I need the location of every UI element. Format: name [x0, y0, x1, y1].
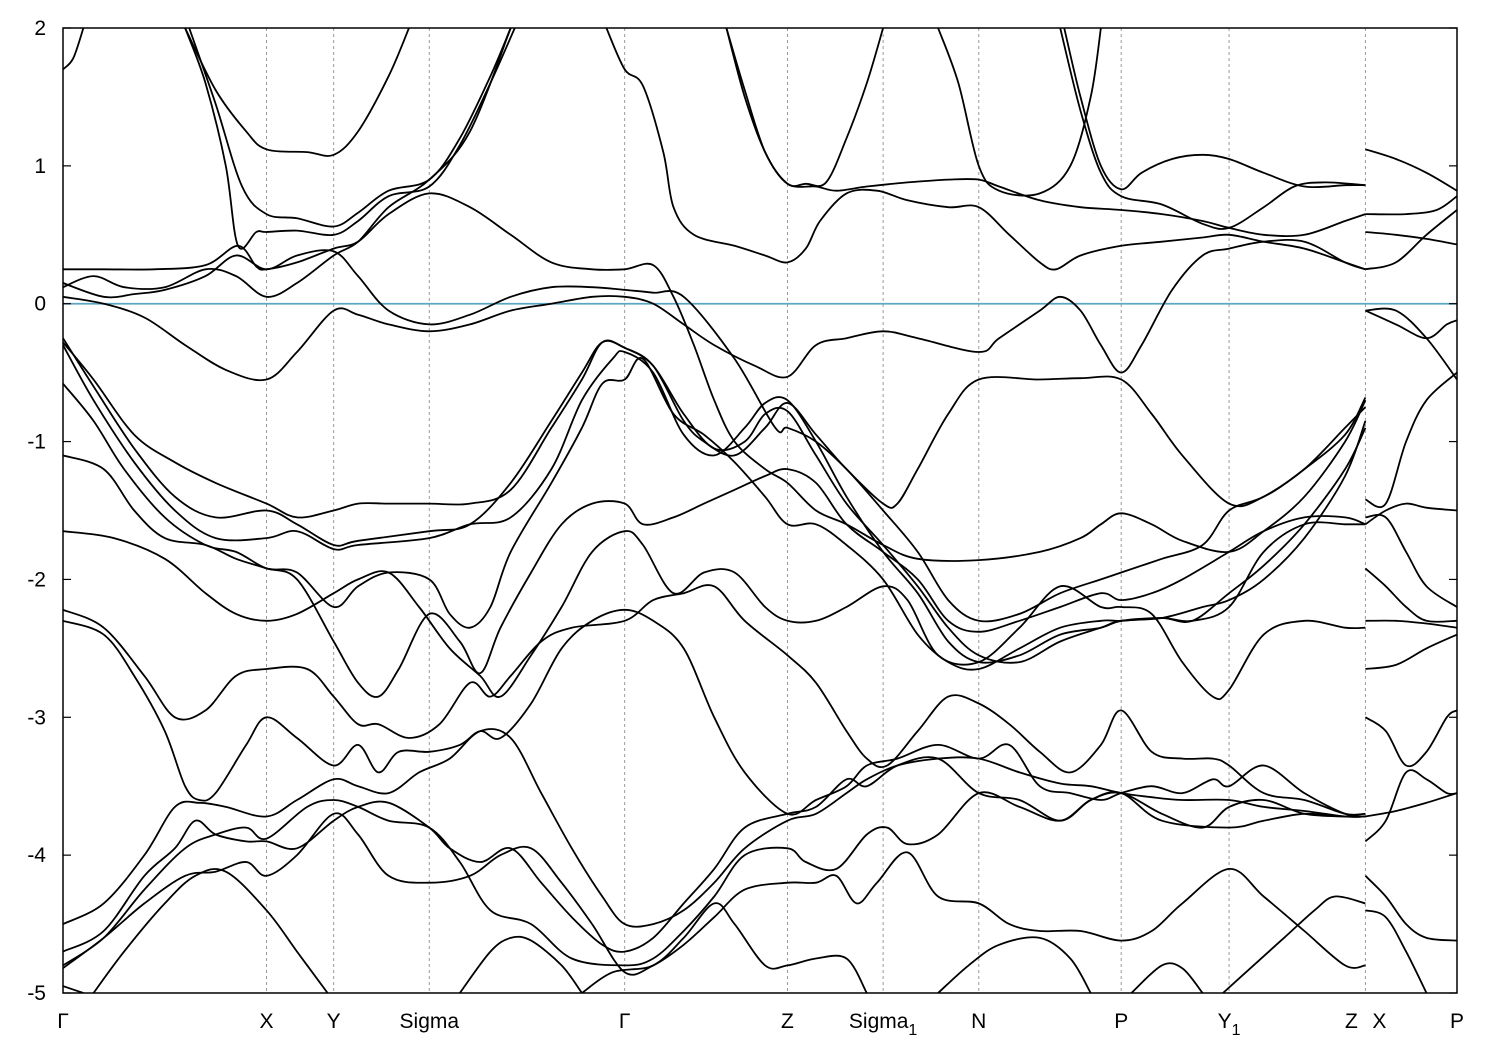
band-line [1364, 709, 1457, 768]
y-tick-label: 2 [34, 17, 46, 40]
band-line [1365, 309, 1457, 340]
band-line [459, 935, 583, 993]
x-tick-label: Γ [57, 1010, 69, 1033]
x-tick-label: X [259, 1010, 273, 1033]
y-tick-label: 1 [34, 155, 46, 178]
x-tick-label: N [971, 1010, 986, 1033]
band-line [63, 728, 1366, 928]
x-tick-label: Sigma [400, 1010, 460, 1033]
y-tick-label: -2 [27, 568, 46, 591]
band-line [1130, 962, 1204, 993]
y-tick-label: -5 [27, 982, 46, 1005]
band-line [63, 28, 512, 298]
band-line [605, 28, 1366, 271]
band-line [63, 812, 1366, 976]
band-line [92, 868, 329, 993]
band-line [937, 28, 1102, 197]
band-line [725, 28, 884, 188]
x-tick-label: X [1372, 1010, 1386, 1033]
band-line [1365, 148, 1457, 192]
band-line [63, 192, 1367, 562]
band-line [63, 454, 1366, 698]
band-line [1365, 231, 1457, 246]
band-line [1365, 633, 1457, 670]
band-line [63, 238, 1366, 382]
y-tick-label: -4 [27, 844, 46, 867]
band-line [1365, 195, 1457, 216]
band-curves [63, 28, 1457, 993]
band-line [1364, 769, 1457, 843]
y-axis-ticks: -5 -4 -3 -2 -1 0 1 2 [27, 17, 1457, 1005]
x-tick-label: Y [327, 1010, 341, 1033]
band-line [1365, 513, 1457, 608]
band-line [937, 936, 1092, 993]
band-line [1364, 567, 1457, 623]
x-tick-label: Z [1345, 1010, 1358, 1033]
band-line [1059, 28, 1366, 230]
band-line [1365, 307, 1457, 381]
y-tick-label: -3 [27, 706, 46, 729]
plot-frame [62, 27, 1458, 994]
band-line [1365, 209, 1457, 271]
x-tick-label: Z [781, 1010, 794, 1033]
band-line [1364, 875, 1457, 942]
x-tick-label: Γ [619, 1010, 631, 1033]
x-tick-label: P [1450, 1010, 1464, 1033]
band-line [1365, 371, 1457, 509]
band-line [581, 902, 868, 993]
band-line [63, 530, 1366, 701]
band-line [1365, 619, 1457, 629]
band-line [63, 608, 1366, 818]
band-line [1222, 895, 1366, 993]
band-line [1365, 792, 1457, 818]
band-line [184, 28, 410, 157]
band-line [188, 28, 512, 228]
band-line [63, 357, 1366, 671]
band-line [184, 28, 516, 250]
y-tick-label: 0 [34, 293, 46, 316]
band-line [63, 791, 1366, 967]
band-line [63, 584, 1366, 816]
x-tick-label: P [1114, 1010, 1128, 1033]
band-line [63, 28, 85, 71]
band-line [1063, 28, 1366, 191]
y-tick-label: -1 [27, 431, 46, 454]
band-line [63, 249, 1367, 623]
band-line [1365, 909, 1428, 993]
